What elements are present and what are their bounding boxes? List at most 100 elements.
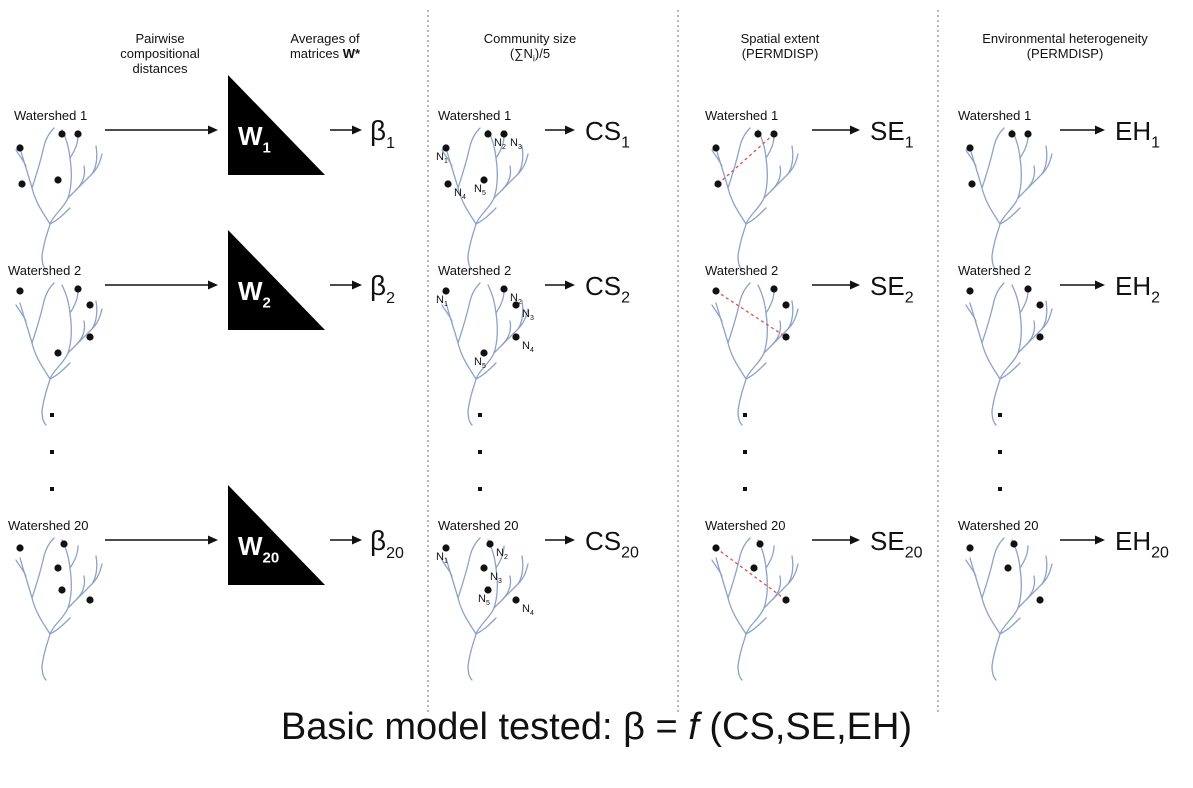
row-1-pairwise-dot-5 xyxy=(54,176,62,184)
row-1-river-pairwise-branch-9 xyxy=(75,165,86,191)
row-2-arrow-to-w-head xyxy=(208,280,218,290)
row-1-river-pairwise-branch-10 xyxy=(49,207,71,225)
footer-prefix: Basic model tested: β = xyxy=(280,706,689,748)
row-3-label-community: Watershed 20 xyxy=(438,518,518,533)
header-spatial: Spatial extent (PERMDISP) xyxy=(710,16,850,61)
row-2-arrow-to-beta xyxy=(330,280,362,290)
row-1-river-pairwise-branch-11 xyxy=(41,255,47,271)
ellipsis-col-1-dot-3 xyxy=(50,487,54,491)
row-1-cs-label-sub: 1 xyxy=(621,134,630,151)
row-3-cs-label-main: CS xyxy=(585,526,621,556)
row-2-river-spatial-branch-5 xyxy=(757,284,768,354)
row-3-pairwise-dot-2 xyxy=(60,540,68,548)
row-3-community-node-1: N1 xyxy=(436,551,448,565)
row-1-arrow-to-cs-head xyxy=(565,125,575,135)
row-1-se-label-sub: 1 xyxy=(905,134,914,151)
row-3-community-node-5: N5 xyxy=(478,593,490,607)
row-1-arrow-to-cs xyxy=(545,125,575,135)
row-1-river-spatial-branch-4 xyxy=(711,149,723,167)
row-1-river-environmental-branch-10 xyxy=(999,207,1021,225)
row-3-river-community-branch-11 xyxy=(467,665,473,681)
row-1-community-dot-4 xyxy=(444,180,452,188)
row-2-river-environmental-branch-6 xyxy=(1019,290,1029,314)
row-3-spatial-dot-2 xyxy=(756,540,764,548)
row-2-river-spatial-branch-11 xyxy=(737,410,743,426)
row-2-river-pairwise-branch-3 xyxy=(31,282,55,344)
row-1-community-node-5-sub: 5 xyxy=(482,190,486,197)
row-2-river-community-branch-3 xyxy=(457,282,481,344)
header-community-sub: i xyxy=(532,53,535,64)
row-2-spatial-dot-4 xyxy=(782,333,790,341)
row-1-spatial-dot-4 xyxy=(714,180,722,188)
row-1-river-pairwise-branch-4 xyxy=(15,149,27,167)
row-2-river-spatial-branch-3 xyxy=(727,282,751,344)
row-3-community-node-3-sub: 3 xyxy=(498,578,502,585)
row-1-community-node-4-main: N xyxy=(454,187,462,199)
row-2-community-node-1: N1 xyxy=(436,294,448,308)
row-3-community-dot-2 xyxy=(486,540,494,548)
row-1-community-node-3: N3 xyxy=(510,137,522,151)
row-2-river-environmental-branch-10 xyxy=(999,362,1021,380)
row-3-pairwise-dot-4 xyxy=(86,596,94,604)
row-3-river-pairwise-branch-1 xyxy=(41,607,69,667)
row-2-river-pairwise-branch-10 xyxy=(49,362,71,380)
row-1-river-spatial-branch-9 xyxy=(771,165,782,191)
row-2-w-triangle xyxy=(228,230,325,330)
row-3-community-node-3-main: N xyxy=(490,571,498,583)
row-2-community-node-5: N5 xyxy=(474,356,486,370)
row-3-eh-label-main: EH xyxy=(1115,526,1151,556)
row-1-river-community-branch-11 xyxy=(467,255,473,271)
row-1-arrow-to-se xyxy=(812,125,860,135)
row-1-w-label: W1 xyxy=(238,121,271,156)
row-1-spatial-dot-3 xyxy=(770,130,778,138)
row-3-river-pairwise-branch-3 xyxy=(31,537,55,599)
row-1-river-spatial-branch-8 xyxy=(787,153,799,175)
row-2-beta-label-sub: 2 xyxy=(386,290,395,307)
row-3-river-community-branch-9 xyxy=(501,575,512,601)
row-1-community-node-3-main: N xyxy=(510,137,518,149)
row-3-arrow-to-cs xyxy=(545,535,575,545)
ellipsis-col-2-dot-2 xyxy=(478,450,482,454)
header-averages-bold: W* xyxy=(342,46,361,61)
row-3-arrow-to-beta xyxy=(330,535,362,545)
row-1-community-dot-1 xyxy=(442,144,450,152)
row-1-river-pairwise xyxy=(15,127,103,271)
row-1-community-node-4: N4 xyxy=(454,187,466,201)
header-averages: Averages of matrices W* xyxy=(270,16,380,61)
row-3-river-environmental-branch-6 xyxy=(1019,545,1029,569)
row-3-river-pairwise-branch-9 xyxy=(75,575,86,601)
row-2-river-environmental-branch-9 xyxy=(1025,320,1036,346)
row-2-river-environmental-branch-3 xyxy=(981,282,1005,344)
row-2-river-community-branch-8 xyxy=(517,308,529,330)
row-2-river-spatial-branch-10 xyxy=(745,362,767,380)
row-2-spatial-dot-2 xyxy=(770,285,778,293)
row-1-w-label-sub: 1 xyxy=(263,139,271,156)
row-3-spatial-extent-line xyxy=(715,547,787,601)
row-3-community-node-5-sub: 5 xyxy=(486,600,490,607)
row-2-beta-label: β2 xyxy=(370,270,395,307)
row-1-environmental-dot-1 xyxy=(966,144,974,152)
ellipsis-col-4-dot-1 xyxy=(998,413,1002,417)
row-3-river-pairwise-branch-8 xyxy=(91,563,103,585)
row-1-community-node-4-sub: 4 xyxy=(462,194,466,201)
row-2-spatial-dot-1 xyxy=(712,287,720,295)
row-1-arrow-to-eh-head xyxy=(1095,125,1105,135)
row-3-river-community-branch-2 xyxy=(445,557,477,635)
row-3-river-pairwise-branch-6 xyxy=(69,545,79,569)
row-2-pairwise-dot-3 xyxy=(86,301,94,309)
row-1-river-environmental-branch-6 xyxy=(1019,135,1029,159)
row-3-river-spatial xyxy=(711,537,799,681)
row-1-label-community: Watershed 1 xyxy=(438,108,511,123)
row-3-river-environmental-branch-8 xyxy=(1041,563,1053,585)
row-3-arrow-to-eh xyxy=(1060,535,1105,545)
row-2-environmental-dot-1 xyxy=(966,287,974,295)
row-3-beta-label: β20 xyxy=(370,525,404,562)
row-3-river-community-branch-1 xyxy=(467,607,495,667)
row-2-se-label-main: SE xyxy=(870,271,905,301)
row-3-river-community-branch-8 xyxy=(517,563,529,585)
header-community-suffix: )/5 xyxy=(534,46,551,61)
row-3-pairwise-dot-5 xyxy=(58,586,66,594)
row-3-river-spatial-branch-4 xyxy=(711,559,723,577)
row-3-label-pairwise: Watershed 20 xyxy=(8,518,88,533)
